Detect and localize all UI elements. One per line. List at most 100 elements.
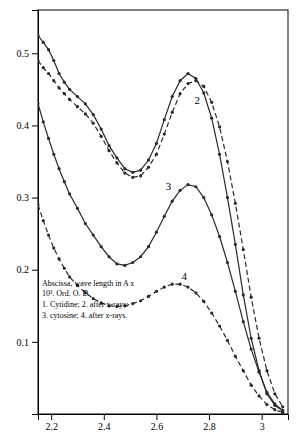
point [57,167,60,170]
point [38,102,40,105]
point [218,235,221,238]
point [131,171,134,174]
point [242,369,245,372]
tick: 2.4 [98,414,111,432]
series-group [38,34,284,414]
point [179,283,182,286]
point [250,384,253,387]
point [226,339,229,342]
point [76,105,79,108]
point [92,122,95,125]
tick-mark [156,414,157,420]
point [63,81,66,84]
point [147,245,150,248]
point [100,245,103,248]
plot: 2.2 2.4 2.6 2.8 3 0.1 0.2 0.3 0.4 0.5 234Abscissa,… [17,10,289,432]
axis-line [39,415,289,421]
annotations: 234Abscissa, wave length in A x10³. Ord.… [42,94,200,320]
point [202,91,205,94]
chart: 2.2 2.4 2.6 2.8 3 0.1 0.2 0.3 0.4 0.5 234Abscissa,… [0,0,300,440]
point [47,48,50,51]
point [115,161,118,164]
tick: 0.1 [17,337,39,348]
point [265,391,268,394]
point [234,202,237,205]
point [63,180,66,183]
point [107,255,110,258]
point [38,34,40,37]
tick: 0.2 [17,264,39,275]
point [257,337,260,340]
tick-label: 0.3 [17,192,30,203]
point [100,135,103,138]
tick-mark [104,414,105,420]
point [38,203,40,206]
point [139,169,142,172]
point [163,215,166,218]
point [52,246,55,249]
tick-label: 2.2 [45,421,58,432]
point [63,267,66,270]
point [163,285,166,288]
point [234,290,237,293]
tick: 2.2 [45,414,58,432]
line [38,104,283,411]
point [218,324,221,327]
tick: 0.5 [17,48,39,59]
point [131,261,134,264]
point [42,41,45,44]
tick-label: 2.8 [203,421,216,432]
point [92,113,95,116]
point [100,127,103,130]
point [210,311,213,314]
point [147,166,150,169]
point [107,149,110,152]
point [131,302,134,305]
y-axis: 0.1 0.2 0.3 0.4 0.5 [17,11,39,415]
point [250,347,253,350]
point [76,207,79,210]
tick-mark [32,53,38,54]
tick-mark [51,414,52,420]
annotation: 3 [166,180,172,192]
tick: 3 [260,414,265,432]
point [68,192,71,195]
point [202,85,205,88]
point [226,196,229,199]
point [186,72,189,75]
point [115,262,118,265]
point [68,88,71,91]
point [250,337,253,340]
tick-label: 2.6 [151,421,164,432]
annotation: Abscissa, wave length in A x10³. Ord. O.… [42,279,134,320]
point [155,231,158,234]
tick: 2.8 [203,414,216,432]
point [171,95,174,98]
point [194,291,197,294]
point [63,92,66,95]
x-axis: 2.2 2.4 2.6 2.8 3 [39,414,289,432]
point [155,290,158,293]
point [202,300,205,303]
point [234,243,237,246]
point [265,369,268,372]
series [38,102,284,412]
point [68,98,71,101]
tick-label: 0.1 [17,337,30,348]
point [52,153,55,156]
tick-label: 0.2 [17,264,30,275]
point [194,79,197,82]
tick-label: 0.5 [17,48,30,59]
point [139,255,142,258]
point [218,125,221,128]
series [38,203,284,414]
point [194,185,197,188]
point [242,248,245,251]
point [57,86,60,89]
point [47,72,50,75]
tick: 0.4 [17,120,39,131]
point [171,111,174,114]
tick-label: 3 [260,421,265,432]
line [38,35,283,411]
point [47,137,50,140]
